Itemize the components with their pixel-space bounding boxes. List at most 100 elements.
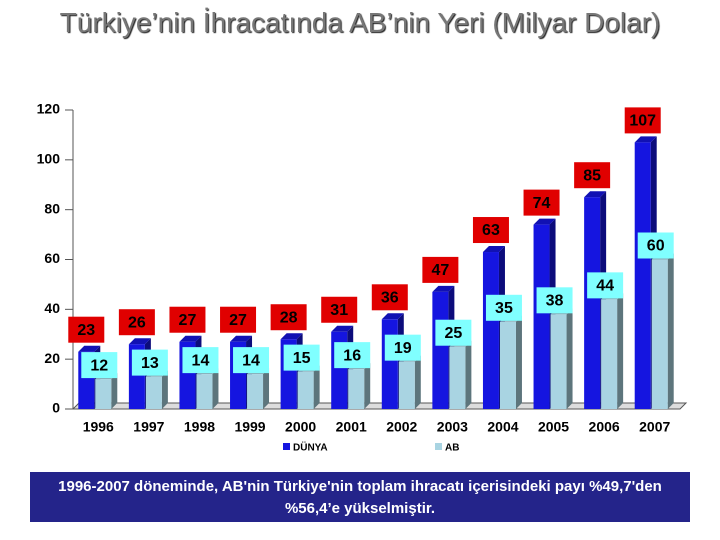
- y-tick-label: 40: [44, 300, 60, 316]
- chart-title: Türkiye’nin İhracatında AB’nin Yeri (Mil…: [59, 7, 661, 38]
- value-label: 63: [482, 222, 500, 239]
- bar: [601, 299, 618, 409]
- value-label: 27: [229, 312, 247, 329]
- value-label-box: [283, 344, 320, 371]
- value-label-box: [384, 334, 421, 361]
- value-label-box: [182, 347, 219, 374]
- x-tick-label: 2000: [285, 419, 316, 435]
- value-label: 25: [444, 325, 462, 342]
- legend-label: DÜNYA: [293, 441, 328, 454]
- value-label-box: [624, 107, 661, 134]
- bar-side: [161, 370, 168, 409]
- value-label-box: [321, 296, 358, 323]
- value-label: 60: [647, 238, 665, 255]
- value-label: 15: [293, 350, 311, 367]
- value-label-box: [435, 319, 472, 346]
- value-label: 13: [141, 355, 159, 372]
- bar: [499, 321, 516, 409]
- bar: [550, 314, 567, 409]
- y-tick-label: 60: [44, 250, 60, 266]
- caption: 1996-2007 döneminde, AB'nin Türkiye'nin …: [30, 472, 690, 522]
- bar: [651, 259, 668, 409]
- bar-top: [78, 345, 101, 352]
- bar: [381, 319, 398, 409]
- value-label: 47: [431, 262, 449, 279]
- bar-top: [432, 285, 455, 292]
- value-label: 31: [330, 302, 348, 319]
- bar: [634, 142, 651, 409]
- x-tick-label: 2003: [437, 419, 468, 435]
- value-label: 12: [90, 357, 108, 374]
- bar-top: [381, 313, 404, 320]
- bar-side: [414, 355, 421, 409]
- bar-side: [515, 315, 522, 409]
- bar-side: [667, 253, 674, 409]
- value-label-box: [574, 162, 611, 189]
- value-label-box: [131, 349, 168, 376]
- bar-side: [364, 363, 371, 409]
- legend-swatch: [283, 443, 290, 450]
- bar: [398, 361, 415, 409]
- y-tick-label: 100: [37, 151, 61, 167]
- bar-top: [331, 325, 354, 332]
- bar-top: [634, 136, 657, 143]
- floor: [71, 402, 688, 410]
- value-label-box: [118, 309, 155, 336]
- value-label: 107: [629, 113, 656, 130]
- x-tick-label: 1997: [133, 419, 164, 435]
- bar: [196, 374, 213, 409]
- value-label-box: [334, 342, 371, 369]
- x-tick-label: 2002: [386, 419, 417, 435]
- y-tick-label: 0: [52, 400, 60, 416]
- bar-side: [111, 373, 118, 409]
- value-label-box: [233, 347, 270, 374]
- value-label: 28: [280, 309, 298, 326]
- value-label-box: [81, 352, 118, 379]
- bar-side: [566, 308, 573, 409]
- bar: [584, 197, 601, 409]
- bar-side: [263, 368, 270, 409]
- x-tick-label: 2001: [336, 419, 367, 435]
- value-label: 85: [583, 167, 601, 184]
- bar-top: [230, 335, 253, 342]
- value-label: 44: [596, 278, 614, 295]
- value-label-box: [270, 304, 307, 331]
- value-label-box: [485, 294, 522, 321]
- value-label: 38: [546, 293, 564, 310]
- bar-side: [617, 293, 624, 409]
- value-label: 35: [495, 300, 513, 317]
- y-tick-label: 120: [37, 101, 61, 117]
- y-tick-label: 20: [44, 350, 60, 366]
- value-label: 16: [343, 347, 361, 364]
- bar: [247, 374, 264, 409]
- value-label-box: [637, 232, 674, 259]
- bar: [533, 224, 550, 409]
- legend-swatch: [435, 443, 442, 450]
- x-tick-label: 2005: [538, 419, 569, 435]
- value-label: 14: [192, 352, 210, 369]
- bar-top: [280, 333, 303, 340]
- legend-label: AB: [445, 443, 459, 454]
- bar-top: [584, 191, 607, 198]
- value-label-box: [523, 189, 560, 216]
- value-label-box: [422, 256, 459, 283]
- bar-side: [212, 368, 219, 409]
- chart: 0 20 40 60 80 100 120 1996 23 12 1997 26 13 1998 27 14 1…: [36, 100, 688, 454]
- bar: [145, 376, 162, 409]
- value-label: 74: [533, 195, 551, 212]
- value-label: 26: [128, 314, 146, 331]
- x-tick-label: 1996: [83, 419, 114, 435]
- bar: [348, 369, 365, 409]
- bar: [449, 346, 466, 409]
- bar-side: [465, 340, 472, 409]
- bar: [432, 291, 449, 409]
- bar: [95, 379, 112, 409]
- value-label-box: [472, 217, 509, 244]
- x-tick-label: 2004: [487, 419, 518, 435]
- bar-side: [313, 365, 320, 409]
- x-tick-label: 2007: [639, 419, 670, 435]
- bar: [482, 252, 499, 409]
- value-label-box: [536, 287, 573, 314]
- bar-top: [482, 246, 505, 253]
- value-label: 27: [179, 312, 197, 329]
